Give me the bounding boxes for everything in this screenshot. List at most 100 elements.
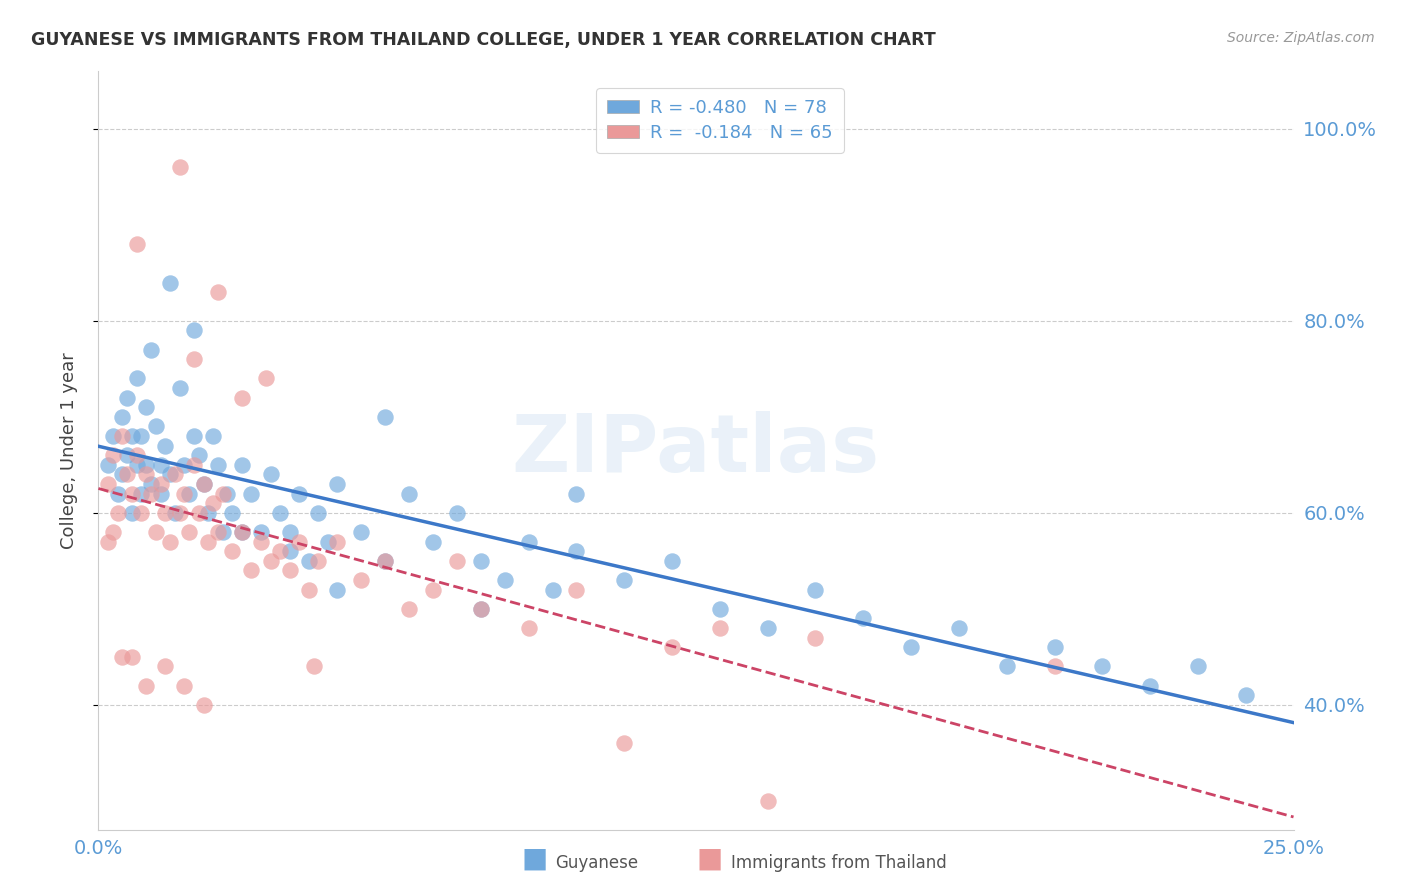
Point bbox=[804, 631, 827, 645]
Point bbox=[709, 621, 731, 635]
Point bbox=[221, 506, 243, 520]
Point bbox=[202, 429, 225, 443]
Point bbox=[135, 679, 157, 693]
Point bbox=[207, 285, 229, 299]
Point bbox=[221, 544, 243, 558]
Point bbox=[207, 524, 229, 539]
Point bbox=[259, 554, 281, 568]
Point bbox=[183, 458, 205, 472]
Text: Guyanese: Guyanese bbox=[555, 855, 638, 872]
Point bbox=[804, 582, 827, 597]
Point bbox=[613, 736, 636, 750]
Point bbox=[183, 429, 205, 443]
Point bbox=[422, 534, 444, 549]
Point bbox=[131, 429, 153, 443]
Point bbox=[756, 621, 779, 635]
Point bbox=[197, 534, 219, 549]
Point bbox=[613, 573, 636, 587]
Point bbox=[159, 276, 181, 290]
Point bbox=[852, 611, 875, 625]
Text: Source: ZipAtlas.com: Source: ZipAtlas.com bbox=[1227, 31, 1375, 45]
Point bbox=[1187, 659, 1209, 673]
Point bbox=[135, 401, 157, 415]
Point bbox=[169, 381, 191, 395]
Point bbox=[231, 524, 253, 539]
Point bbox=[398, 602, 420, 616]
Point bbox=[149, 486, 172, 500]
Point bbox=[517, 534, 540, 549]
Point bbox=[145, 524, 167, 539]
Point bbox=[125, 458, 148, 472]
Point bbox=[254, 371, 277, 385]
Point bbox=[155, 659, 177, 673]
Point bbox=[179, 486, 201, 500]
Point bbox=[374, 554, 396, 568]
Text: ■: ■ bbox=[522, 845, 547, 872]
Point bbox=[193, 477, 215, 491]
Point bbox=[278, 544, 301, 558]
Point bbox=[115, 391, 138, 405]
Point bbox=[494, 573, 516, 587]
Point bbox=[207, 458, 229, 472]
Point bbox=[231, 458, 253, 472]
Point bbox=[470, 602, 492, 616]
Point bbox=[97, 477, 120, 491]
Point bbox=[125, 448, 148, 462]
Point bbox=[121, 506, 143, 520]
Point bbox=[115, 448, 138, 462]
Point bbox=[149, 477, 172, 491]
Point bbox=[163, 467, 186, 482]
Point bbox=[541, 582, 564, 597]
Point bbox=[250, 524, 273, 539]
Point bbox=[121, 486, 143, 500]
Point bbox=[169, 506, 191, 520]
Point bbox=[155, 506, 177, 520]
Point bbox=[269, 506, 291, 520]
Point bbox=[173, 679, 195, 693]
Point bbox=[101, 448, 124, 462]
Point bbox=[565, 544, 588, 558]
Point bbox=[470, 554, 492, 568]
Point bbox=[111, 409, 134, 424]
Point bbox=[302, 659, 325, 673]
Legend: R = -0.480   N = 78, R =  -0.184   N = 65: R = -0.480 N = 78, R = -0.184 N = 65 bbox=[596, 88, 844, 153]
Point bbox=[269, 544, 291, 558]
Point bbox=[101, 524, 124, 539]
Point bbox=[107, 486, 129, 500]
Point bbox=[231, 391, 253, 405]
Point bbox=[350, 524, 373, 539]
Point bbox=[139, 343, 162, 357]
Point bbox=[173, 458, 195, 472]
Point bbox=[193, 698, 215, 712]
Point bbox=[121, 429, 143, 443]
Text: ZIPatlas: ZIPatlas bbox=[512, 411, 880, 490]
Point bbox=[995, 659, 1018, 673]
Point bbox=[217, 486, 239, 500]
Point bbox=[350, 573, 373, 587]
Point bbox=[139, 486, 162, 500]
Text: Immigrants from Thailand: Immigrants from Thailand bbox=[731, 855, 946, 872]
Point bbox=[1043, 659, 1066, 673]
Point bbox=[240, 486, 263, 500]
Point bbox=[149, 458, 172, 472]
Point bbox=[1043, 640, 1066, 655]
Point bbox=[183, 324, 205, 338]
Point bbox=[111, 467, 134, 482]
Point bbox=[446, 506, 468, 520]
Point bbox=[661, 640, 683, 655]
Point bbox=[135, 467, 157, 482]
Point bbox=[183, 352, 205, 367]
Point bbox=[446, 554, 468, 568]
Point bbox=[131, 506, 153, 520]
Point bbox=[211, 524, 233, 539]
Point bbox=[97, 534, 120, 549]
Point bbox=[278, 563, 301, 577]
Point bbox=[197, 506, 219, 520]
Text: GUYANESE VS IMMIGRANTS FROM THAILAND COLLEGE, UNDER 1 YEAR CORRELATION CHART: GUYANESE VS IMMIGRANTS FROM THAILAND COL… bbox=[31, 31, 935, 49]
Point bbox=[159, 467, 181, 482]
Point bbox=[135, 458, 157, 472]
Point bbox=[1139, 679, 1161, 693]
Point bbox=[709, 602, 731, 616]
Point bbox=[187, 506, 209, 520]
Point bbox=[169, 161, 191, 175]
